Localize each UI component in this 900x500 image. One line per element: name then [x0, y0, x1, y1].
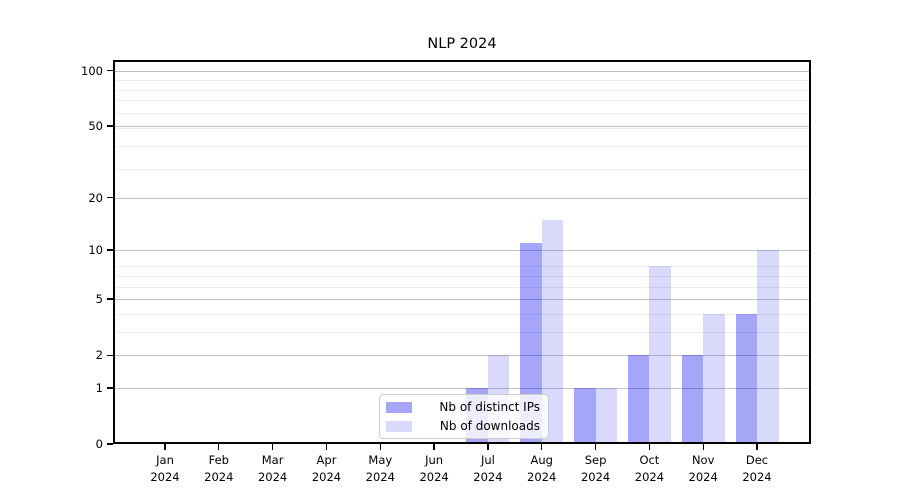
major-gridline	[113, 126, 811, 128]
x-tick-label: May 2024	[365, 453, 395, 484]
minor-gridline	[113, 331, 811, 333]
y-tickmark	[106, 249, 113, 251]
x-tickmark	[648, 444, 651, 450]
x-tickmark	[594, 444, 597, 450]
minor-gridline	[113, 112, 811, 114]
y-tickmark	[106, 125, 113, 127]
minor-gridline	[113, 80, 811, 82]
minor-gridline	[113, 266, 811, 268]
x-tick-label: Oct 2024	[634, 453, 665, 484]
y-tickmark	[106, 387, 113, 389]
minor-gridline	[113, 100, 811, 102]
y-tick-label: 0	[95, 437, 103, 451]
y-tickmark	[106, 443, 113, 445]
x-tickmark	[756, 444, 758, 450]
major-gridline	[113, 70, 811, 72]
minor-gridline	[113, 169, 811, 170]
x-tickmark	[164, 444, 166, 450]
bar-distinct-ips	[735, 313, 757, 444]
minor-gridline	[113, 89, 811, 91]
y-tickmark	[106, 354, 113, 356]
major-gridline	[113, 387, 811, 389]
y-tick-label: 2	[95, 348, 103, 363]
x-tick-label: Apr 2024	[311, 453, 342, 484]
x-tickmark	[541, 444, 543, 450]
y-tickmark	[106, 197, 113, 199]
y-tick-label: 50	[88, 119, 103, 134]
x-tick-label: Sep 2024	[580, 453, 611, 484]
chart-title: NLP 2024	[427, 36, 497, 52]
x-tickmark	[702, 444, 704, 450]
x-tick-label: Aug 2024	[527, 453, 557, 484]
bar-downloads	[541, 219, 564, 444]
x-tick-label: Dec 2024	[742, 453, 772, 484]
bar-distinct-ips	[520, 243, 542, 444]
left-spine	[113, 60, 115, 444]
legend-label-downloads: Nb of downloads	[439, 419, 540, 433]
y-tickmark	[106, 298, 113, 300]
bar-downloads	[703, 313, 725, 444]
bar-downloads	[757, 250, 779, 444]
bar-downloads	[595, 387, 618, 444]
bar-distinct-ips	[574, 387, 596, 444]
y-tick-label: 5	[95, 292, 103, 307]
x-tickmark	[271, 444, 274, 450]
x-tick-label: Nov 2024	[688, 453, 718, 484]
minor-gridline	[113, 286, 811, 288]
y-tick-label: 100	[81, 63, 103, 78]
y-tickmark	[106, 70, 113, 72]
x-tick-label: Jan 2024	[150, 453, 180, 484]
x-tickmark	[218, 444, 220, 450]
y-tick-label: 1	[95, 380, 103, 395]
bottom-spine	[113, 442, 811, 444]
x-tick-label: Jun 2024	[419, 453, 449, 484]
right-spine	[809, 60, 811, 444]
x-tickmark	[379, 444, 381, 450]
x-tick-label: Feb 2024	[204, 453, 234, 484]
x-tickmark	[487, 444, 489, 450]
legend-item-distinct-ips: Nb of distinct IPs	[386, 399, 540, 415]
minor-gridline	[113, 275, 811, 277]
minor-gridline	[113, 127, 811, 129]
legend-label-distinct-ips: Nb of distinct IPs	[439, 400, 540, 414]
top-spine	[113, 60, 811, 62]
legend: Nb of distinct IPs Nb of downloads	[379, 394, 549, 439]
bar-downloads	[649, 266, 671, 444]
x-tickmark	[433, 444, 435, 450]
x-tick-label: Jul 2024	[473, 453, 503, 484]
plot-area	[113, 60, 811, 444]
major-gridline	[113, 299, 811, 301]
legend-item-downloads: Nb of downloads	[386, 418, 540, 434]
y-tick-label: 20	[88, 190, 103, 205]
minor-gridline	[113, 145, 811, 147]
bar-distinct-ips	[627, 355, 650, 444]
major-gridline	[113, 197, 811, 199]
y-tick-label: 10	[88, 243, 103, 258]
minor-gridline	[113, 313, 811, 315]
x-tickmark	[325, 444, 328, 450]
legend-swatch-distinct-ips	[386, 401, 412, 413]
major-gridline	[113, 355, 811, 357]
x-tick-label: Mar 2024	[257, 453, 288, 484]
legend-swatch-downloads	[386, 420, 412, 432]
bar-distinct-ips	[681, 355, 704, 444]
major-gridline	[113, 250, 811, 252]
